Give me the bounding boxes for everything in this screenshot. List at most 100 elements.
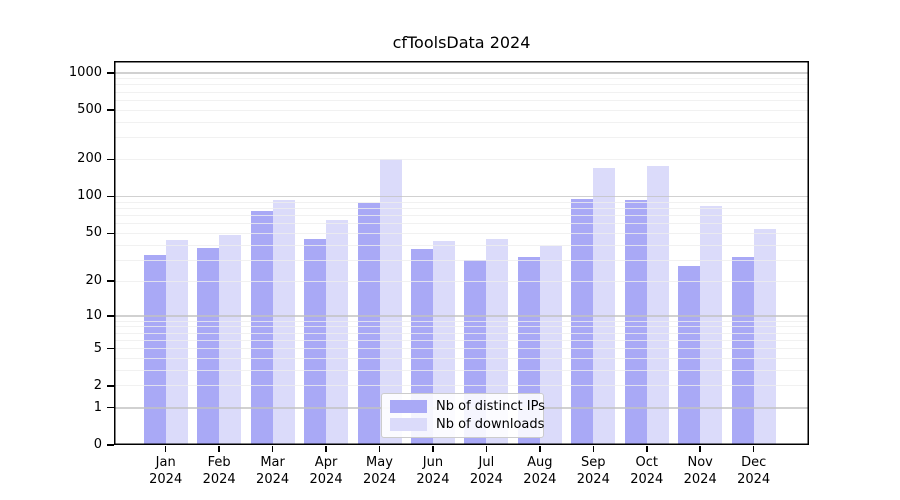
legend-label-ips: Nb of distinct IPs [436, 399, 545, 414]
x-tick-mark [592, 446, 595, 452]
x-tick-label-dec: Dec 2024 [737, 455, 771, 487]
minor-gridline-200 [114, 158, 809, 160]
x-tick-label-jun: Jun 2024 [416, 455, 450, 487]
x-tick-label-may: May 2024 [362, 455, 397, 487]
bar-downloads-dec [753, 229, 776, 445]
y-tick-mark [107, 347, 114, 350]
legend-swatch-downloads [390, 418, 427, 431]
minor-gridline-50 [114, 232, 809, 234]
major-gridline-10 [114, 315, 809, 317]
bar-distinct-ips-mar [250, 211, 273, 445]
legend-item-distinct-ips: Nb of distinct IPs [390, 399, 545, 414]
bar-downloads-nov [700, 205, 723, 445]
y-tick-label-10: 10 [85, 307, 102, 323]
major-gridline-100 [114, 195, 809, 198]
y-tick-mark [107, 385, 114, 387]
x-tick-label-jul: Jul 2024 [469, 455, 503, 487]
y-tick-label-500: 500 [77, 102, 102, 118]
y-tick-label-100: 100 [77, 188, 102, 204]
y-tick-mark [107, 444, 114, 446]
minor-gridline-600 [114, 99, 809, 101]
minor-gridline-500 [114, 109, 809, 111]
x-tick-mark [485, 446, 488, 452]
y-tick-mark [107, 280, 114, 282]
x-tick-label-apr: Apr 2024 [309, 455, 343, 487]
y-tick-label-200: 200 [77, 151, 102, 167]
plot-border [114, 61, 809, 445]
y-tick-label-1: 1 [93, 399, 102, 415]
x-tick-mark [271, 446, 274, 452]
bar-downloads-jan [165, 240, 188, 445]
x-tick-label-oct: Oct 2024 [630, 455, 664, 487]
bar-distinct-ips-nov [678, 265, 701, 445]
minor-gridline-2 [114, 385, 809, 387]
bar-distinct-ips-apr [304, 238, 327, 445]
x-tick-label-nov: Nov 2024 [683, 455, 717, 487]
minor-gridline-90 [114, 201, 809, 203]
bar-downloads-oct [646, 166, 669, 445]
minor-gridline-400 [114, 121, 809, 123]
x-tick-label-sep: Sep 2024 [576, 455, 610, 487]
minor-gridline-70 [114, 214, 809, 216]
minor-gridline-9 [114, 320, 809, 322]
minor-gridline-7 [114, 332, 809, 334]
legend-item-downloads: Nb of downloads [390, 417, 544, 432]
minor-gridline-60 [114, 223, 809, 225]
x-tick-mark [539, 446, 541, 452]
x-tick-mark [325, 446, 327, 452]
major-gridline-1000 [114, 72, 809, 74]
y-tick-label-1000: 1000 [68, 64, 102, 80]
y-tick-mark [107, 72, 114, 74]
y-tick-mark [107, 406, 114, 409]
y-tick-mark [107, 109, 114, 111]
minor-gridline-40 [114, 244, 809, 246]
minor-gridline-800 [114, 84, 809, 86]
minor-gridline-20 [114, 280, 809, 282]
bar-distinct-ips-may [357, 202, 380, 445]
minor-gridline-30 [114, 259, 809, 261]
legend-label-downloads: Nb of downloads [436, 417, 545, 432]
x-tick-mark [218, 446, 220, 452]
minor-gridline-700 [114, 91, 809, 93]
x-tick-mark [752, 446, 755, 452]
legend-swatch-ips [390, 400, 427, 413]
minor-gridline-6 [114, 339, 809, 341]
legend: Nb of distinct IPs Nb of downloads [381, 393, 545, 438]
y-tick-label-0: 0 [93, 437, 102, 452]
bar-distinct-ips-sep [571, 199, 594, 445]
y-tick-label-20: 20 [85, 273, 102, 289]
minor-gridline-5 [114, 348, 809, 349]
y-tick-mark [107, 195, 114, 198]
plot-area: Nb of distinct IPs Nb of downloads [114, 61, 809, 445]
y-tick-mark [107, 158, 114, 161]
bar-downloads-mar [272, 200, 295, 445]
x-tick-label-jan: Jan 2024 [149, 455, 183, 487]
minor-gridline-900 [114, 78, 809, 80]
x-tick-label-feb: Feb 2024 [202, 455, 236, 487]
bar-distinct-ips-oct [624, 199, 647, 445]
minor-gridline-300 [114, 137, 809, 139]
bar-downloads-may [379, 159, 402, 445]
bar-distinct-ips-feb [197, 247, 220, 445]
y-tick-mark [107, 232, 114, 234]
x-tick-mark [164, 446, 167, 452]
y-tick-label-50: 50 [85, 225, 102, 241]
x-tick-mark [699, 446, 701, 452]
x-tick-mark [646, 446, 648, 452]
y-tick-mark [107, 315, 114, 317]
bar-distinct-ips-jan [143, 255, 166, 445]
minor-gridline-4 [114, 357, 809, 359]
y-tick-label-2: 2 [93, 377, 102, 393]
bar-downloads-aug [539, 246, 562, 445]
x-tick-label-mar: Mar 2024 [256, 455, 290, 487]
x-tick-label-aug: Aug 2024 [523, 455, 557, 487]
chart-title: cfToolsData 2024 [392, 33, 531, 52]
x-tick-mark [378, 446, 381, 452]
bar-downloads-sep [593, 168, 616, 445]
minor-gridline-3 [114, 369, 809, 371]
x-tick-mark [432, 446, 434, 452]
minor-gridline-80 [114, 207, 809, 209]
minor-gridline-8 [114, 326, 809, 328]
bar-distinct-ips-dec [731, 256, 754, 445]
